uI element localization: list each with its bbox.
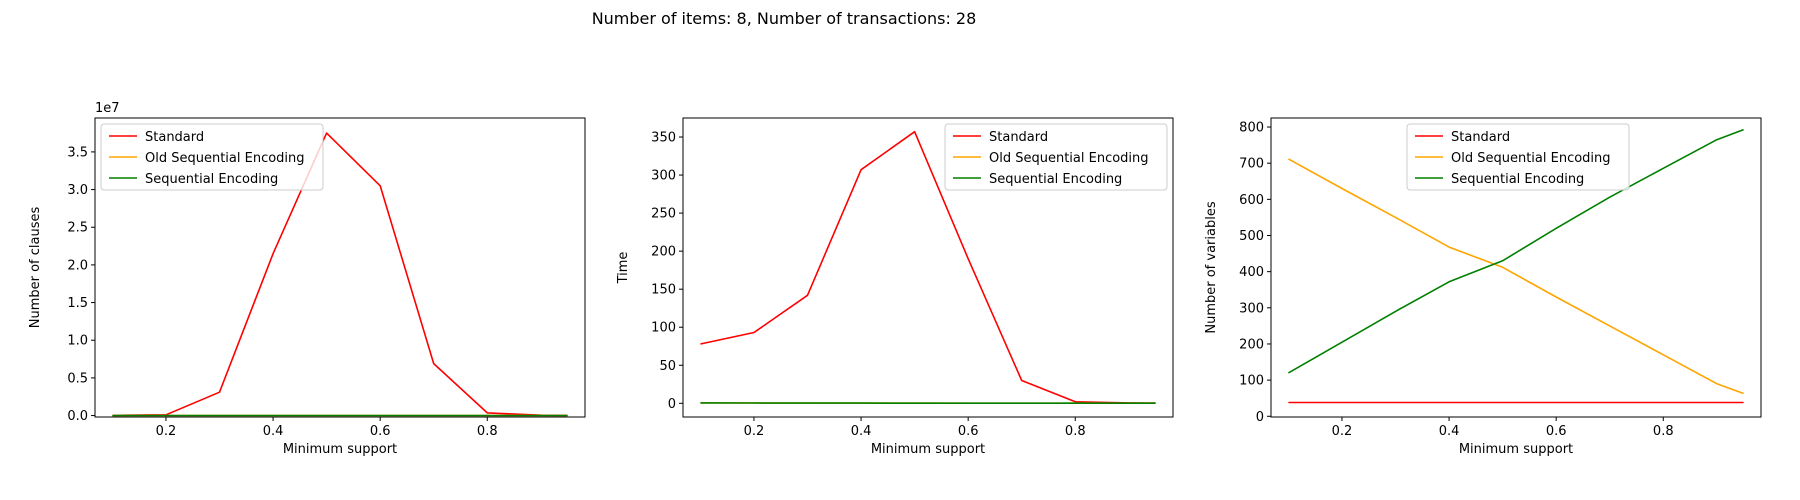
x-tick-label: 0.6 (958, 424, 979, 439)
legend: Standard Old Sequential Encoding Sequentia… (1406, 123, 1630, 191)
y-tick-label: 300 (651, 169, 676, 184)
legend-label: Old Sequential Encoding (145, 151, 305, 166)
x-tick-label: 0.4 (1439, 424, 1460, 439)
axes-frame (1270, 117, 1762, 418)
series-line-1 (700, 130, 1156, 404)
legend-label: Standard (1451, 130, 1510, 145)
chart-1: 0.2 0.4 0.6 0.8 0.0 0.5 1.0 1.5 2.0 2.5 3.0 3.5 1e7 M… (28, 101, 586, 457)
y-tick-label: 0.5 (67, 371, 88, 386)
x-tick-label: 0.8 (1065, 424, 1086, 439)
y-tick-label: 150 (651, 283, 676, 298)
x-axis-label: Minimum support (1459, 442, 1573, 457)
y-tick-label: 2.5 (67, 221, 88, 236)
figure-suptitle: Number of items: 8, Number of transactio… (592, 9, 977, 28)
x-tick-label: 0.8 (1653, 424, 1674, 439)
y-tick-label: 3.5 (67, 145, 88, 160)
legend: Standard Old Sequential Encoding Sequentia… (944, 123, 1168, 191)
legend-label: Sequential Encoding (145, 172, 278, 187)
x-tick-label: 0.6 (370, 424, 391, 439)
x-tick-label: 0.4 (851, 424, 872, 439)
y-tick-label: 200 (1239, 337, 1264, 352)
y-offset-label: 1e7 (95, 101, 120, 116)
legend-label: Old Sequential Encoding (1451, 151, 1611, 166)
y-tick-label: 100 (651, 321, 676, 336)
legend-label: Standard (145, 130, 204, 145)
x-tick-label: 0.6 (1546, 424, 1567, 439)
legend-label: Sequential Encoding (989, 172, 1122, 187)
series-line-3 (1288, 128, 1744, 374)
y-axis-label: Number of clauses (28, 207, 43, 329)
x-tick-label: 0.2 (156, 424, 177, 439)
y-tick-label: 100 (1239, 374, 1264, 389)
y-tick-label: 0.0 (67, 409, 88, 424)
axes-frame (682, 117, 1174, 418)
x-axis-label: Minimum support (283, 442, 397, 457)
legend-box (1406, 123, 1630, 191)
y-tick-label: 250 (651, 207, 676, 222)
chart-3: 0.2 0.4 0.6 0.8 0 100 200 300 400 500 600 700 800 Min… (1204, 117, 1762, 457)
y-tick-label: 200 (651, 245, 676, 260)
y-tick-label: 500 (1239, 229, 1264, 244)
legend: Standard Old Sequential Encoding Sequentia… (100, 123, 324, 191)
legend-label: Standard (989, 130, 1048, 145)
legend-label: Old Sequential Encoding (989, 151, 1149, 166)
series-line-2 (1288, 158, 1744, 395)
y-axis-label: Number of variables (1204, 201, 1219, 333)
y-axis-label: Time (616, 252, 631, 285)
y-tick-label: 0 (668, 397, 676, 412)
legend-label: Sequential Encoding (1451, 172, 1584, 187)
y-tick-label: 350 (651, 131, 676, 146)
y-tick-label: 800 (1239, 121, 1264, 136)
y-tick-label: 1.0 (67, 334, 88, 349)
y-tick-label: 700 (1239, 157, 1264, 172)
y-tick-label: 400 (1239, 265, 1264, 280)
x-tick-label: 0.8 (477, 424, 498, 439)
y-tick-label: 300 (1239, 301, 1264, 316)
y-tick-label: 1.5 (67, 296, 88, 311)
y-tick-label: 600 (1239, 193, 1264, 208)
x-tick-label: 0.2 (1332, 424, 1353, 439)
x-tick-label: 0.4 (263, 424, 284, 439)
axes-frame (94, 117, 586, 418)
legend-box (100, 123, 324, 191)
x-tick-label: 0.2 (744, 424, 765, 439)
y-tick-label: 50 (659, 359, 676, 374)
series-line-1 (112, 132, 568, 417)
y-tick-label: 2.0 (67, 258, 88, 273)
y-tick-label: 0 (1256, 410, 1264, 425)
x-axis-label: Minimum support (871, 442, 985, 457)
chart-2: 0.2 0.4 0.6 0.8 0 50 100 150 200 250 300 350 Minimum… (616, 117, 1174, 457)
legend-box (944, 123, 1168, 191)
y-tick-label: 3.0 (67, 183, 88, 198)
